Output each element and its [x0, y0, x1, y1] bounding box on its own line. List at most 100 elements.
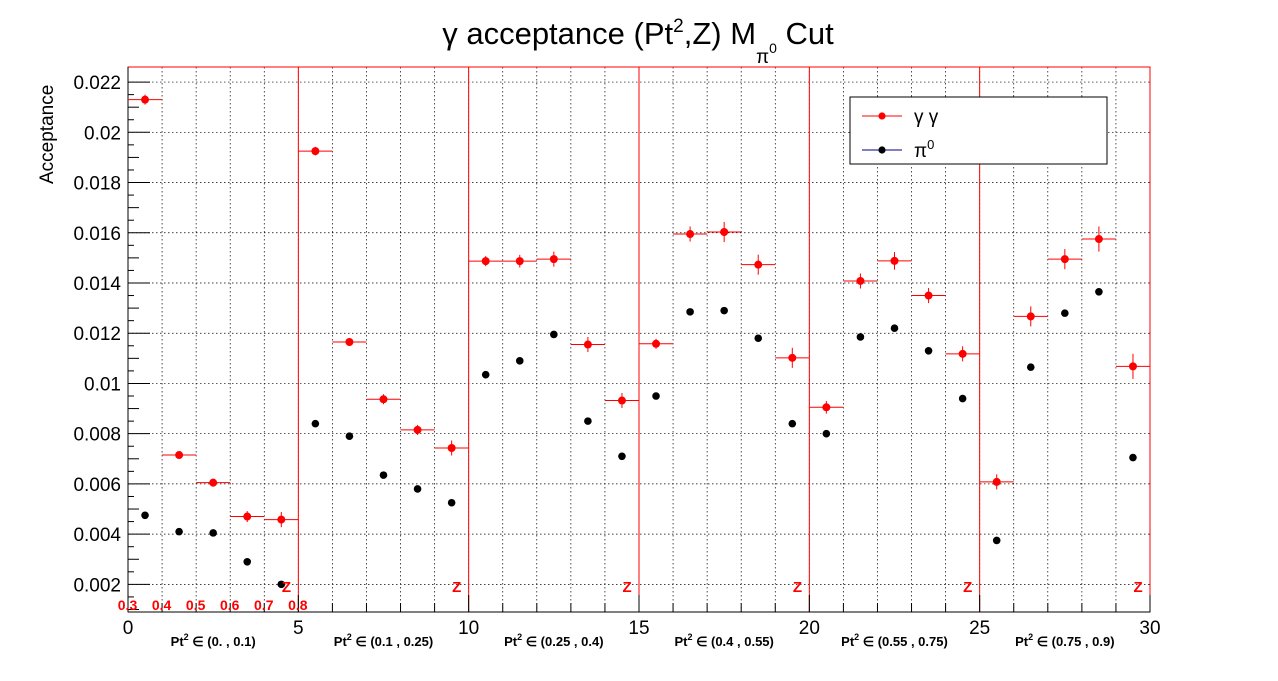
gg-point [856, 276, 865, 285]
legend-marker-gg [878, 112, 886, 120]
gg-point [243, 512, 252, 521]
pt2-bin-label-prefix: Pt [841, 634, 855, 649]
y-tick-label: 0.016 [73, 224, 121, 245]
gg-point [1026, 312, 1035, 321]
pi0-point [379, 471, 388, 479]
z-marker-label: Z [282, 579, 291, 596]
pt2-bin-label: Pt2 ∈ (0.1 , 0.25) [334, 632, 433, 649]
pi0-point [550, 330, 558, 339]
gg-point [447, 443, 456, 452]
pi0-point [311, 419, 320, 428]
title-subsup: 0 [769, 40, 777, 56]
pt2-bin-label-range: ∈ (0.1 , 0.25) [352, 634, 433, 649]
pt2-bin-label-range: ∈ (0.55 , 0.75) [859, 634, 948, 649]
gg-point [549, 255, 558, 264]
pt2-bin-label: Pt2 ∈ (0.75 , 0.9) [1015, 632, 1114, 649]
z-bin-label: 0.7 [254, 597, 274, 613]
pi0-point [720, 306, 728, 315]
legend-label-pi0-sup: 0 [927, 137, 934, 152]
z-bin-label: 0.8 [288, 597, 308, 613]
z-marker-label: Z [963, 579, 972, 596]
gg-point [788, 353, 797, 362]
gg-point [345, 338, 354, 347]
gg-point [686, 230, 695, 239]
z-bin-label: 0.4 [152, 597, 172, 613]
pt2-bin-label: Pt2 ∈ (0. , 0.1) [171, 632, 256, 649]
gg-point [175, 451, 184, 460]
gg-point [141, 95, 150, 104]
pt2-bin-label-range: ∈ (0.75 , 0.9) [1033, 634, 1114, 649]
x-tick-label: 10 [458, 618, 479, 639]
legend-label-pi0-text: π [914, 141, 927, 162]
pt2-bin-label-sup: 2 [1028, 632, 1033, 642]
title-end: Cut [777, 16, 834, 51]
title-mid: ,Z) M [684, 16, 756, 51]
pi0-point [1061, 309, 1069, 317]
pi0-point [890, 324, 899, 332]
pi0-point [1095, 287, 1103, 296]
gg-point [515, 257, 524, 266]
y-tick-label: 0.002 [73, 575, 121, 596]
y-tick-label: 0.006 [73, 475, 121, 496]
y-tick-label: 0.014 [73, 274, 121, 295]
y-axis-label: Acceptance [37, 85, 58, 184]
x-tick-label: 0 [123, 618, 134, 639]
gg-point [958, 349, 967, 358]
z-bin-label: 0.6 [220, 597, 240, 613]
pi0-point [924, 347, 933, 355]
legend-box [849, 96, 1108, 165]
y-tick-label: 0.022 [73, 73, 121, 94]
pt2-bin-label-range: ∈ (0.4 , 0.55) [692, 634, 773, 649]
gg-point [413, 425, 422, 434]
pt2-bin-label-prefix: Pt [171, 634, 185, 649]
pt2-bin-label-range: ∈ (0. , 0.1) [189, 634, 256, 649]
pi0-point [515, 357, 524, 365]
gg-point [1060, 255, 1069, 264]
gg-point [754, 260, 763, 269]
x-tick-label: 5 [293, 618, 304, 639]
gg-point [992, 477, 1001, 486]
legend-label-gg: γ γ [914, 107, 939, 128]
pi0-point [175, 527, 183, 536]
pi0-point [652, 392, 660, 400]
title-sup: 2 [673, 16, 684, 37]
pt2-bin-label-sup: 2 [184, 632, 189, 642]
pi0-point [754, 334, 763, 343]
gg-point [890, 256, 899, 265]
pt2-bin-label: Pt2 ∈ (0.55 , 0.75) [841, 632, 948, 649]
legend-marker-pi0 [878, 146, 886, 154]
title-sub: π [756, 47, 769, 68]
x-tick-label: 15 [628, 618, 649, 639]
z-marker-label: Z [622, 579, 631, 596]
gg-point [1094, 235, 1103, 244]
pi0-point [992, 536, 1001, 545]
z-bin-label: 0.5 [186, 597, 206, 613]
gg-point [209, 478, 218, 487]
tick-labels: 0 5 10 15 20 25 300.0020.0040.0060.0080.010.01… [73, 73, 1160, 639]
pi0-point [141, 511, 149, 520]
gg-point [583, 340, 592, 349]
gg-point [311, 147, 320, 156]
title-main: γ acceptance (Pt [442, 16, 673, 51]
pt2-bin-label: Pt2 ∈ (0.4 , 0.55) [674, 632, 773, 649]
axes [127, 67, 1151, 613]
pt2-bin-label-sup: 2 [517, 632, 522, 642]
x-tick-label: 25 [969, 618, 990, 639]
pt2-bin-label-prefix: Pt [674, 634, 688, 649]
pi0-point [686, 308, 694, 316]
gg-point [720, 228, 729, 237]
pt2-bin-label-sup: 2 [347, 632, 352, 642]
z-bin-label: 0.3 [118, 597, 138, 613]
pi0-point [822, 429, 831, 438]
pi0-point [209, 529, 217, 537]
pt2-bin-label-prefix: Pt [1015, 634, 1029, 649]
pi0-point [618, 452, 626, 461]
pi0-point [584, 417, 592, 425]
pt2-bin-label-prefix: Pt [334, 634, 348, 649]
pi0-point [856, 333, 865, 341]
gg-point [617, 396, 626, 405]
pi0-point [481, 370, 490, 379]
pi0-point [243, 557, 252, 566]
